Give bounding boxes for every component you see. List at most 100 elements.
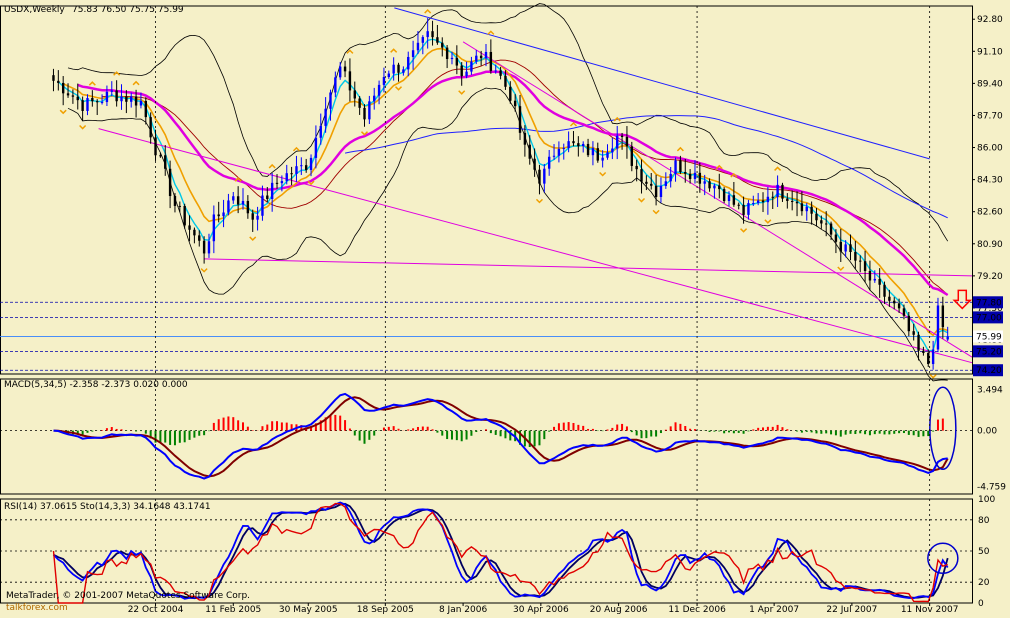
y-tick-label: 87.70 [977, 111, 1003, 121]
level-tag [973, 330, 1003, 343]
candle-body [125, 96, 128, 102]
candle-body [640, 169, 643, 182]
candle-body [849, 244, 852, 253]
candle-body [159, 155, 162, 157]
x-tick-label: 11 Nov 2007 [901, 605, 959, 615]
candle-body [411, 50, 415, 57]
candle-body [533, 158, 536, 170]
candle-body [236, 196, 240, 205]
macd-y-tick-label: -4.759 [977, 482, 1006, 492]
x-tick-label: 20 Aug 2006 [590, 605, 648, 615]
candle-body [941, 305, 945, 328]
horizontal-support-line [204, 258, 973, 277]
fractal-down-marker [200, 268, 208, 273]
candle-body [57, 80, 60, 83]
level-tag [973, 296, 1003, 309]
candle-body [222, 212, 225, 217]
rsi-line [52, 502, 948, 604]
candle-body [761, 200, 765, 203]
candle-body [518, 106, 522, 133]
candle-body [426, 31, 429, 38]
candle-body [227, 200, 230, 213]
candle-body [776, 184, 779, 198]
candle-body [591, 148, 595, 156]
fractal-down-marker [307, 180, 315, 186]
candle-body [927, 352, 930, 365]
stoch-main-line [52, 501, 949, 600]
x-tick-label: 18 Sep 2005 [357, 605, 414, 615]
fractal-down-marker [929, 374, 937, 379]
fractal-up-marker [730, 172, 738, 178]
osc-y-tick-label: 0 [978, 599, 984, 609]
candle-body [611, 148, 614, 153]
candle-body [450, 57, 454, 60]
candle-body [246, 200, 250, 214]
fractal-down-marker [764, 219, 772, 224]
fractal-down-marker [652, 209, 660, 215]
candle-body [76, 96, 79, 101]
candle-body [96, 101, 99, 103]
y-tick-label: 89.40 [977, 79, 1003, 89]
candle-body [217, 214, 220, 217]
candle-body [868, 270, 872, 281]
candle-body [854, 252, 857, 261]
macd-label: MACD(5,34,5) -2.358 -2.373 0.020 0.000 [4, 380, 188, 390]
candle-body [314, 137, 318, 158]
candle-body [241, 200, 245, 205]
candle-body [329, 92, 332, 109]
candle-body [844, 244, 847, 252]
level-tag [973, 311, 1003, 324]
candle-body [363, 107, 366, 120]
candle-body [368, 101, 371, 120]
candle-body [713, 185, 716, 189]
oscillator-plot [0, 501, 972, 604]
candle-body [732, 195, 736, 205]
axes: 22 Oct 2004 11 Feb 2005 30 May 2005 18 Sep … [128, 6, 1006, 615]
candle-body [164, 155, 167, 169]
candle-body [572, 141, 575, 144]
candle-body [771, 196, 774, 198]
y-tick-label: 82.60 [977, 208, 1003, 218]
fractal-up-marker [132, 80, 140, 86]
candle-body [552, 155, 556, 157]
candle-body [232, 196, 235, 201]
y-tick-label: 77.50 [977, 304, 1003, 314]
candle-body [86, 98, 89, 111]
ma-cyan [57, 38, 949, 352]
candle-body [664, 181, 668, 186]
macd-ellipse-annotation [929, 386, 957, 471]
candle-body [266, 195, 269, 199]
candle-body [421, 37, 425, 43]
price-panel [0, 5, 973, 604]
level-tag-label: 75.99 [976, 332, 1002, 342]
candle-body [61, 82, 65, 94]
candle-body [829, 223, 833, 235]
candle-body [523, 132, 527, 145]
candle-body [766, 196, 770, 203]
x-tick-label: 30 May 2005 [279, 605, 338, 615]
candle-body [708, 181, 711, 189]
candle-body [557, 148, 561, 156]
candle-body [339, 66, 342, 78]
candle-body [752, 202, 755, 204]
candle-body [275, 182, 279, 184]
candle-body [834, 234, 838, 242]
y-tick-label: 80.90 [977, 240, 1003, 250]
candle-body [893, 300, 896, 304]
fractal-down-marker [599, 171, 607, 177]
candle-body [110, 90, 113, 92]
candle-body [562, 148, 565, 150]
candle-body [679, 160, 682, 172]
fractal-up-marker [569, 121, 578, 127]
candle-body [168, 168, 172, 197]
candle-body [790, 200, 794, 202]
candle-body [674, 160, 677, 174]
upper-channel-line [462, 41, 973, 358]
candle-body [931, 349, 935, 365]
candle-body [786, 198, 789, 201]
candle-body [105, 91, 109, 103]
oscillator-label: RSI(14) 37.0615 Sto(14,3,3) 34.1648 43.1… [4, 502, 211, 512]
fractal-up-marker [346, 49, 354, 54]
